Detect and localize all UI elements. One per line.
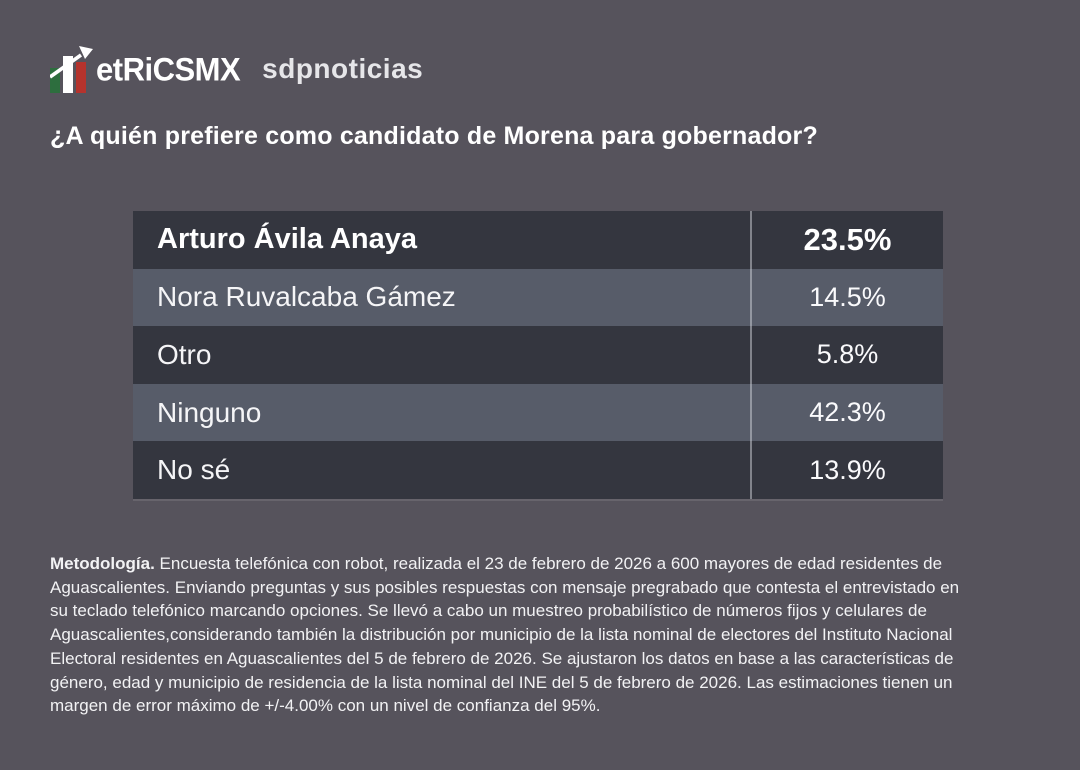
table-row: Arturo Ávila Anaya 23.5% [133,211,943,269]
result-value: 5.8% [750,326,943,384]
result-value: 23.5% [750,211,943,269]
candidate-name: No sé [157,454,231,486]
header: etRiCSMX sdpnoticias [50,44,423,94]
methodology-text: Metodología. Encuesta telefónica con rob… [50,552,1040,718]
sdpnoticias-logo-text: sdpnoticias [262,53,424,84]
methodology-label: Metodología. [50,554,155,573]
table-row: No sé 13.9% [133,441,943,499]
results-table: Arturo Ávila Anaya 23.5% Nora Ruvalcaba … [133,211,943,501]
table-row: Otro 5.8% [133,326,943,384]
candidate-name: Nora Ruvalcaba Gámez [157,281,456,313]
methodology-line: Aguascalientes. Enviando preguntas y sus… [50,577,960,597]
methodology-line: género, edad y municipio de residencia d… [50,672,953,692]
candidate-name: Arturo Ávila Anaya [157,223,417,256]
methodology-line: Aguascalientes,considerando también la d… [50,625,953,645]
table-row: Nora Ruvalcaba Gámez 14.5% [133,268,943,327]
candidate-name: Ninguno [157,396,262,428]
methodology-line: su teclado telefónico marcando opciones.… [50,601,927,621]
methodology-line: Metodología. Encuesta telefónica con rob… [50,554,943,573]
page-title: ¿A quién prefiere como candidato de More… [50,122,818,150]
methodology-line: margen de error máximo de +/-4.00% con u… [50,696,601,716]
metricsmx-logo-text: etRiCSMX [96,50,241,88]
metricsmx-bar-chart-icon [50,45,93,93]
table-row: Ninguno 42.3% [133,383,943,442]
result-value: 42.3% [750,383,943,442]
candidate-name: Otro [157,338,212,370]
result-value: 13.9% [750,441,943,499]
methodology-line: Electoral residentes en Aguascalientes d… [50,648,954,668]
result-value: 14.5% [750,268,943,327]
